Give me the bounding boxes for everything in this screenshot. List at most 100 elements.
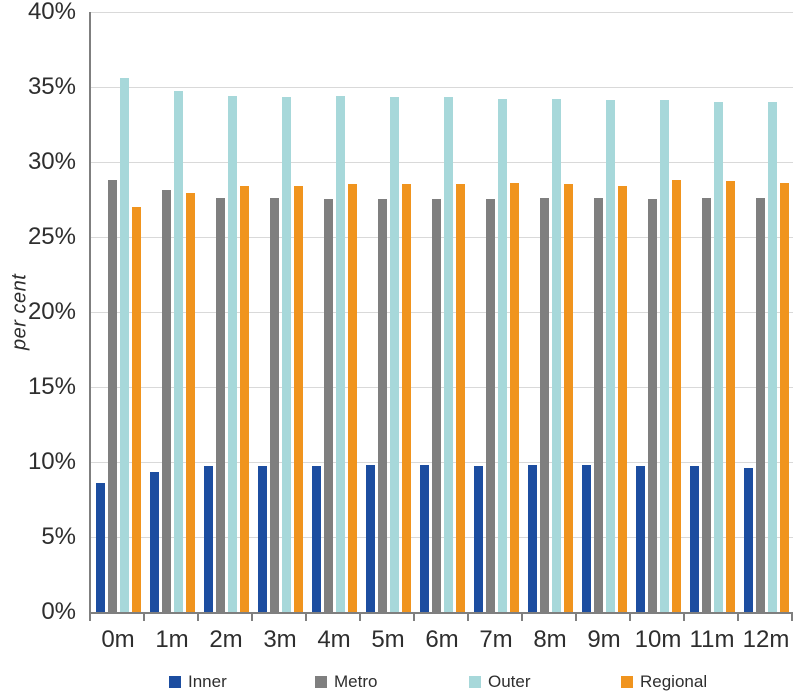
bar-metro-12m [755,198,765,612]
gridline [91,162,793,163]
bar-inner-1m [149,472,159,612]
bar-metro-10m [647,199,657,612]
x-tick-label: 9m [587,626,621,653]
x-axis-tick [305,614,307,621]
x-axis-tick [413,614,415,621]
bar-group-3m [253,12,307,612]
bar-outer-3m [281,97,291,612]
bar-regional-4m [347,184,357,612]
bar-metro-8m [539,198,549,612]
legend-swatch-inner [169,676,181,688]
gridline [91,462,793,463]
x-axis-tick [737,614,739,621]
x-tick-label: 6m [425,626,459,653]
legend: Inner Metro Outer Regional [0,672,800,696]
gridline [91,312,793,313]
x-tick-label: 10m [634,626,682,653]
bar-inner-9m [581,465,591,612]
legend-label: Metro [334,672,378,691]
gridline [91,12,793,13]
bar-inner-5m [365,465,375,612]
y-tick-label: 10% [27,448,76,475]
bar-metro-0m [107,180,117,612]
x-tick-label: 12m [742,626,790,653]
bar-regional-3m [293,186,303,612]
bar-outer-7m [497,99,507,612]
legend-swatch-metro [315,676,327,688]
bar-group-2m [199,12,253,612]
bar-outer-11m [713,102,723,612]
bar-group-12m [739,12,793,612]
bar-outer-12m [767,102,777,612]
x-tick-label: 3m [263,626,297,653]
legend-swatch-outer [469,676,481,688]
legend-item-metro: Metro [315,672,377,692]
bar-group-8m [523,12,577,612]
legend-label: Inner [188,672,227,691]
bar-regional-11m [725,181,735,612]
x-axis-tick [683,614,685,621]
bar-outer-9m [605,100,615,612]
x-axis-tick [575,614,577,621]
legend-label: Outer [488,672,531,691]
y-tick-label: 25% [27,223,76,250]
y-tick-label: 0% [41,598,76,625]
bar-outer-2m [227,96,237,612]
bar-inner-11m [689,466,699,612]
bar-inner-2m [203,466,213,612]
bar-inner-3m [257,466,267,612]
x-axis-tick [251,614,253,621]
gridline [91,87,793,88]
bar-outer-6m [443,97,453,612]
bar-metro-1m [161,190,171,612]
legend-item-regional: Regional [621,672,707,692]
bar-regional-8m [563,184,573,612]
legend-swatch-regional [621,676,633,688]
bar-regional-9m [617,186,627,612]
bar-inner-12m [743,468,753,612]
x-axis-tick [629,614,631,621]
x-tick-label: 0m [101,626,135,653]
bar-metro-2m [215,198,225,612]
bar-metro-6m [431,199,441,612]
bar-regional-5m [401,184,411,612]
bar-regional-0m [131,207,141,612]
gridline [91,387,793,388]
x-tick-label: 5m [371,626,405,653]
bar-metro-5m [377,199,387,612]
bar-group-1m [145,12,199,612]
bar-group-7m [469,12,523,612]
bar-regional-10m [671,180,681,612]
bar-regional-6m [455,184,465,612]
bar-regional-2m [239,186,249,612]
x-axis-tick [521,614,523,621]
bar-metro-9m [593,198,603,612]
x-axis-tick [197,614,199,621]
legend-label: Regional [640,672,708,691]
x-tick-label: 1m [155,626,189,653]
bar-outer-0m [119,78,129,612]
bar-group-4m [307,12,361,612]
bar-inner-10m [635,466,645,612]
bar-group-11m [685,12,739,612]
x-tick-label: 11m [689,626,735,653]
y-tick-label: 40% [27,0,76,25]
bar-metro-4m [323,199,333,612]
bar-outer-4m [335,96,345,612]
bar-outer-5m [389,97,399,612]
x-axis-tick [791,614,793,621]
bar-inner-6m [419,465,429,612]
bar-outer-1m [173,91,183,612]
gridline [91,537,793,538]
bar-inner-0m [95,483,105,612]
bar-metro-3m [269,198,279,612]
bar-outer-8m [551,99,561,612]
bar-inner-7m [473,466,483,612]
y-tick-label: 20% [27,298,76,325]
x-axis-tick [143,614,145,621]
bar-group-0m [91,12,145,612]
y-tick-label: 5% [41,523,76,550]
legend-item-outer: Outer [469,672,531,692]
x-axis-tick [359,614,361,621]
x-axis-tick [467,614,469,621]
